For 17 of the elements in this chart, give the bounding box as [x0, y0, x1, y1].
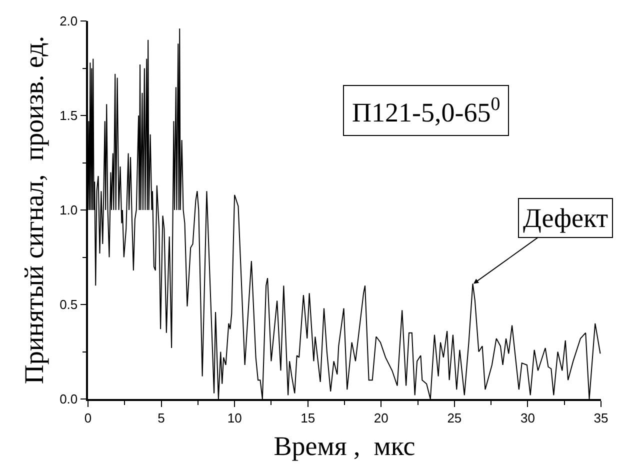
x-tick-label: 15	[300, 410, 316, 426]
x-tick-label: 5	[158, 410, 165, 426]
x-tick-label: 30	[520, 410, 535, 426]
y-axis-title: Принятый сигнал, произв. ед.	[19, 36, 50, 384]
y-tick-label: 2.0	[60, 14, 78, 29]
annotation: Дефект	[523, 203, 608, 233]
annotation: П121-5,0-65$^{0}$	[352, 94, 500, 128]
x-tick-label: 25	[447, 410, 462, 426]
y-tick-label: 1.0	[60, 202, 78, 218]
x-axis-title: Время , мкс	[274, 431, 416, 462]
y-tick-label: 1.5	[60, 108, 78, 124]
x-tick-label: 0	[84, 410, 92, 426]
x-tick-label: 10	[227, 410, 242, 426]
x-tick-label: 35	[594, 410, 608, 426]
y-tick-label: 0.0	[60, 392, 78, 407]
x-tick-label: 20	[374, 410, 388, 426]
y-tick-label: 0.5	[60, 297, 78, 312]
